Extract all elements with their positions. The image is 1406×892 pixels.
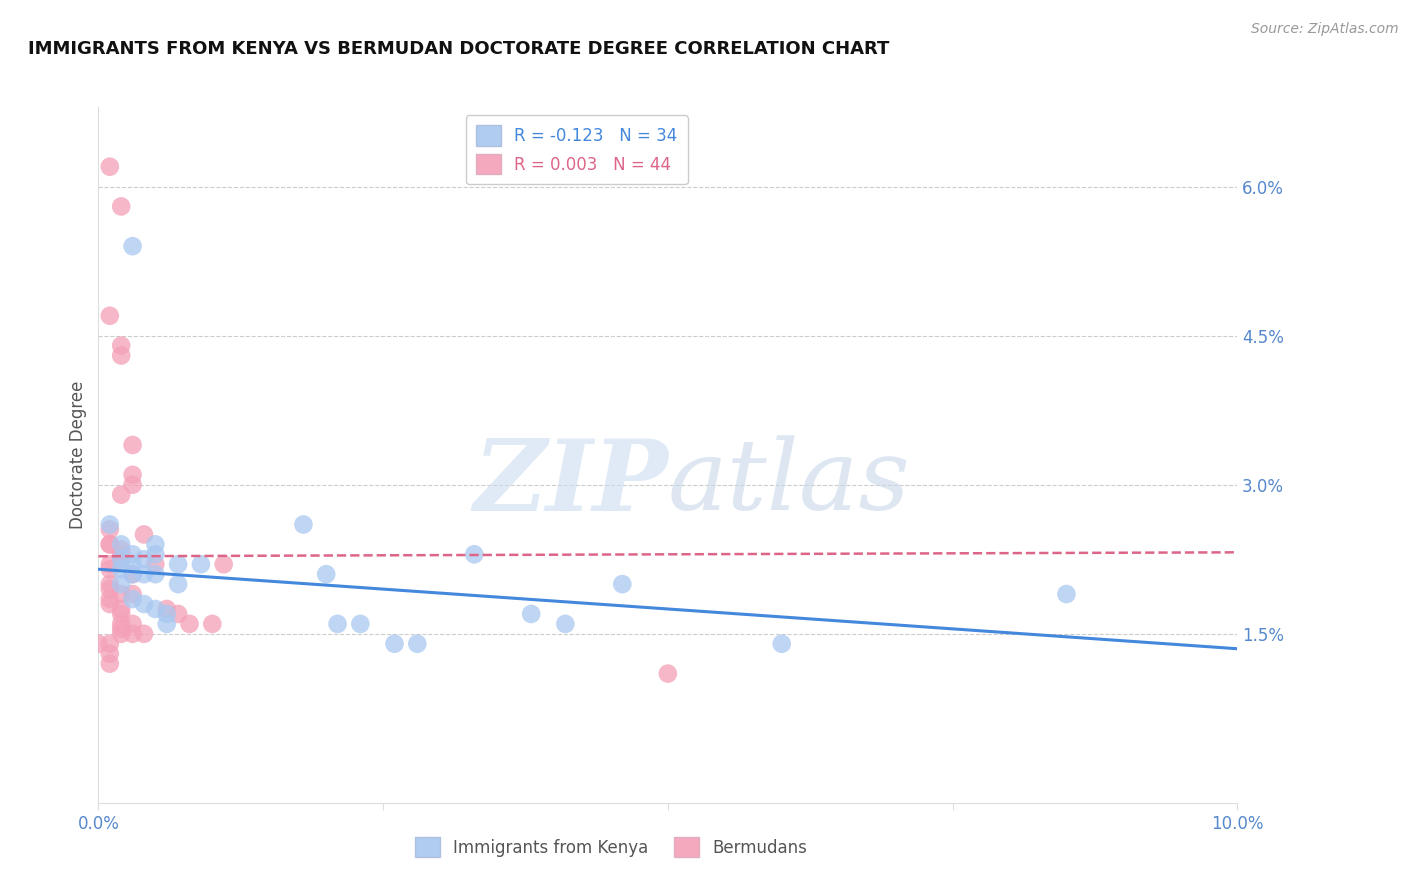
Point <box>98 597 121 611</box>
Point <box>145 547 167 561</box>
Point <box>110 547 132 561</box>
Point <box>190 558 212 572</box>
Point <box>326 616 349 631</box>
Text: atlas: atlas <box>668 435 911 531</box>
Point <box>156 616 179 631</box>
Point <box>98 537 121 551</box>
Point <box>132 567 155 582</box>
Text: IMMIGRANTS FROM KENYA VS BERMUDAN DOCTORATE DEGREE CORRELATION CHART: IMMIGRANTS FROM KENYA VS BERMUDAN DOCTOR… <box>28 40 890 58</box>
Point <box>98 309 121 323</box>
Point <box>132 527 155 541</box>
Point <box>110 488 132 502</box>
Point <box>98 517 121 532</box>
Point <box>98 558 121 572</box>
Point <box>770 637 793 651</box>
Point <box>315 567 337 582</box>
Point <box>110 577 132 591</box>
Point <box>292 517 315 532</box>
Point <box>121 547 143 561</box>
Legend: Immigrants from Kenya, Bermudans: Immigrants from Kenya, Bermudans <box>408 830 814 864</box>
Point <box>110 199 132 213</box>
Point <box>110 607 132 621</box>
Point <box>121 239 143 253</box>
Point <box>98 160 121 174</box>
Point <box>121 467 143 482</box>
Point <box>612 577 634 591</box>
Point <box>110 349 132 363</box>
Point <box>98 577 121 591</box>
Point <box>156 602 179 616</box>
Point <box>98 537 121 551</box>
Point <box>384 637 406 651</box>
Point <box>98 647 121 661</box>
Point <box>98 592 121 607</box>
Point <box>406 637 429 651</box>
Point <box>121 477 143 491</box>
Point <box>98 657 121 671</box>
Point <box>98 582 121 596</box>
Point <box>132 552 155 566</box>
Point <box>145 567 167 582</box>
Point <box>98 562 121 576</box>
Point <box>110 602 132 616</box>
Point <box>132 597 155 611</box>
Point <box>167 577 190 591</box>
Point <box>657 666 679 681</box>
Point <box>156 607 179 621</box>
Point <box>110 616 132 631</box>
Point <box>110 537 132 551</box>
Point <box>212 558 235 572</box>
Text: Source: ZipAtlas.com: Source: ZipAtlas.com <box>1251 22 1399 37</box>
Point <box>349 616 371 631</box>
Point <box>463 547 485 561</box>
Point <box>121 438 143 452</box>
Text: ZIP: ZIP <box>472 434 668 531</box>
Point <box>110 338 132 352</box>
Point <box>110 552 132 566</box>
Point <box>121 587 143 601</box>
Point <box>121 567 143 582</box>
Point <box>179 616 201 631</box>
Point <box>110 542 132 557</box>
Point <box>110 627 132 641</box>
Point <box>87 637 110 651</box>
Point <box>145 558 167 572</box>
Point <box>167 558 190 572</box>
Point <box>121 558 143 572</box>
Point <box>520 607 543 621</box>
Point <box>145 537 167 551</box>
Point <box>121 616 143 631</box>
Point <box>121 567 143 582</box>
Point <box>110 622 132 636</box>
Point <box>121 627 143 641</box>
Point <box>1056 587 1078 601</box>
Point <box>167 607 190 621</box>
Point <box>110 562 132 576</box>
Point <box>554 616 576 631</box>
Point <box>110 552 132 566</box>
Point <box>98 637 121 651</box>
Point <box>201 616 224 631</box>
Point <box>110 587 132 601</box>
Point <box>132 627 155 641</box>
Point <box>98 523 121 537</box>
Y-axis label: Doctorate Degree: Doctorate Degree <box>69 381 87 529</box>
Point <box>145 602 167 616</box>
Point <box>121 592 143 607</box>
